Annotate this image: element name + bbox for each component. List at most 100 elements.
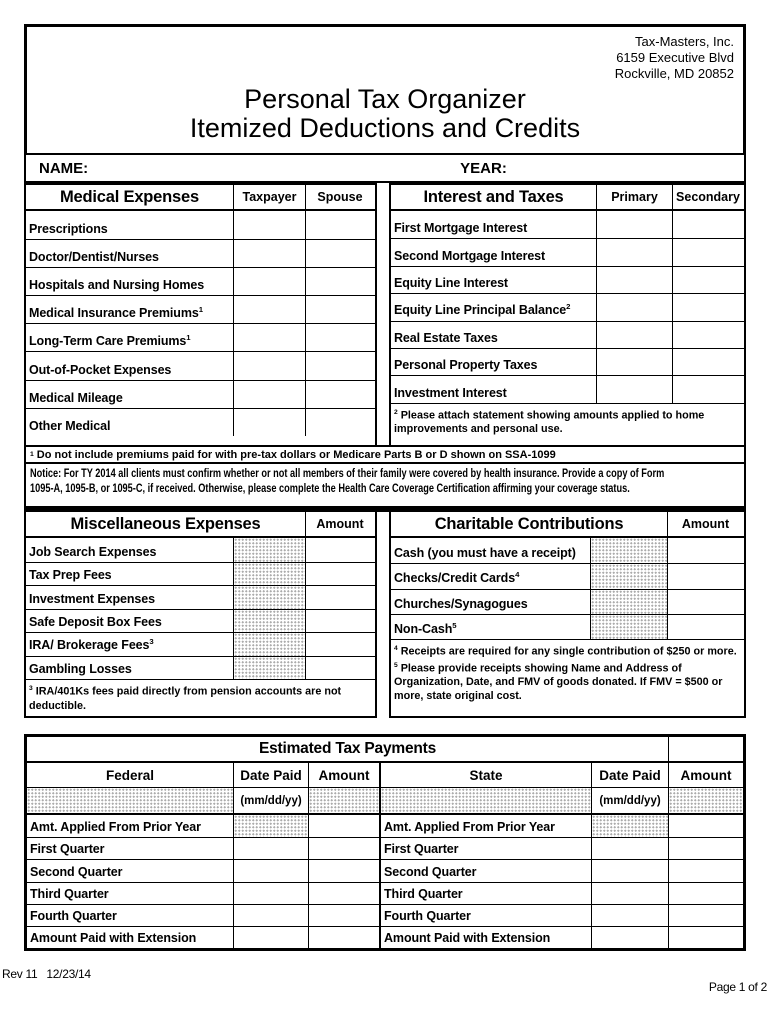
revision-note: Rev 11 12/23/14 (2, 967, 91, 981)
date-paid-input-cell[interactable] (233, 926, 308, 949)
amount-input-cell[interactable] (668, 815, 743, 838)
shaded-cell (308, 788, 379, 813)
misc-footnotes: 3 IRA/401Ks fees paid directly from pensi… (26, 679, 375, 713)
spouse-input-cell[interactable] (305, 352, 374, 380)
amount-input-cell[interactable] (305, 656, 374, 679)
amount-input-cell[interactable] (308, 904, 379, 926)
row-label-text: Second Quarter (384, 864, 477, 879)
charitable-rows: Cash (you must have a receipt) Checks/Cre… (391, 538, 744, 640)
amount-input-cell[interactable] (305, 586, 374, 609)
row-label-text: Second Mortgage Interest (394, 248, 546, 263)
amount-column-header: Amount (667, 512, 743, 536)
shaded-cell (668, 788, 743, 813)
secondary-input-cell[interactable] (672, 348, 743, 376)
row-label: Second Quarter (27, 860, 233, 881)
shaded-cell (379, 788, 591, 813)
taxpayer-input-cell[interactable] (233, 268, 305, 296)
amount-input-cell[interactable] (305, 538, 374, 562)
secondary-column-header: Secondary (672, 185, 743, 209)
amount-input-cell[interactable] (308, 860, 379, 882)
amount-input-cell[interactable] (667, 589, 743, 614)
interest-section-title: Interest and Taxes (423, 187, 564, 206)
secondary-input-cell[interactable] (672, 321, 743, 348)
amount-input-cell[interactable] (305, 562, 374, 585)
primary-input-cell[interactable] (596, 294, 672, 321)
table-footnote: 3 IRA/401Ks fees paid directly from pensi… (29, 685, 342, 712)
amount-input-cell[interactable] (668, 860, 743, 882)
row-label-text: Investment Expenses (29, 591, 155, 606)
spouse-input-cell[interactable] (305, 240, 374, 268)
amount-input-cell[interactable] (668, 904, 743, 926)
form-title-line1: Personal Tax Organizer (244, 84, 526, 114)
shaded-cell (233, 656, 305, 679)
secondary-input-cell[interactable] (672, 266, 743, 294)
primary-input-cell[interactable] (596, 239, 672, 266)
date-paid-input-cell[interactable] (591, 838, 668, 860)
date-paid-input-cell[interactable] (233, 838, 308, 860)
table-row: Doctor/Dentist/Nurses (26, 239, 375, 268)
taxpayer-input-cell[interactable] (233, 324, 305, 352)
amount-input-cell[interactable] (668, 838, 743, 860)
shaded-cell (233, 609, 305, 632)
company-address-line1: 6159 Executive Blvd (616, 50, 734, 65)
estimated-column-headers: Federal Date Paid Amount State Date Paid… (27, 763, 743, 788)
amount-input-cell[interactable] (668, 882, 743, 904)
primary-input-cell[interactable] (596, 211, 672, 239)
date-paid-input-cell[interactable] (591, 904, 668, 926)
row-label-text: Checks/Credit Cards4 (394, 570, 520, 586)
amount-input-cell[interactable] (305, 609, 374, 632)
estimated-subheader-row: (mm/dd/yy) (mm/dd/yy) (27, 788, 743, 815)
date-paid-input-cell[interactable] (591, 860, 668, 882)
date-paid-input-cell[interactable] (591, 882, 668, 904)
amount-input-cell[interactable] (667, 538, 743, 564)
secondary-input-cell[interactable] (672, 239, 743, 266)
spouse-input-cell[interactable] (305, 380, 374, 408)
spouse-input-cell[interactable] (305, 324, 374, 352)
secondary-input-cell[interactable] (672, 376, 743, 403)
primary-input-cell[interactable] (596, 266, 672, 294)
row-label-text: First Quarter (384, 842, 459, 857)
amount-input-cell[interactable] (308, 926, 379, 949)
amount-input-cell[interactable] (667, 564, 743, 589)
year-input-area[interactable] (507, 155, 744, 181)
name-input-area[interactable] (88, 155, 460, 181)
row-label-text: Amt. Applied From Prior Year (30, 820, 201, 835)
taxpayer-input-cell[interactable] (233, 352, 305, 380)
amount-input-cell[interactable] (308, 882, 379, 904)
misc-section-title: Miscellaneous Expenses (70, 514, 261, 533)
federal-column-header: Federal (105, 767, 155, 783)
footnote-marker: 2 (566, 302, 571, 312)
amount-input-cell[interactable] (667, 614, 743, 640)
secondary-input-cell[interactable] (672, 211, 743, 239)
secondary-input-cell[interactable] (672, 294, 743, 321)
taxpayer-input-cell[interactable] (233, 240, 305, 268)
taxpayer-input-cell[interactable] (233, 296, 305, 324)
taxpayer-input-cell[interactable] (233, 380, 305, 408)
spouse-input-cell[interactable] (305, 296, 374, 324)
row-label: Medical Insurance Premiums1 (26, 296, 233, 323)
table-footnote: 4 Receipts are required for any single co… (394, 645, 737, 658)
date-paid-input-cell[interactable] (233, 882, 308, 904)
table-row: Personal Property Taxes (391, 347, 744, 376)
spouse-input-cell[interactable] (305, 211, 374, 240)
amount-input-cell[interactable] (308, 815, 379, 838)
date-paid-input-cell[interactable] (591, 926, 668, 949)
date-paid-column-header: Date Paid (591, 763, 668, 787)
page-number: Page 1 of 2 (708, 980, 767, 994)
table-row: Investment Expenses (26, 585, 375, 609)
notice-line1: Notice: For TY 2014 all clients must con… (30, 468, 665, 480)
primary-input-cell[interactable] (596, 376, 672, 403)
spouse-input-cell[interactable] (305, 408, 374, 436)
primary-input-cell[interactable] (596, 321, 672, 348)
table-row: Medical Mileage (26, 379, 375, 408)
primary-input-cell[interactable] (596, 348, 672, 376)
estimated-rows: Amt. Applied From Prior Year Amt. Applied… (27, 815, 743, 949)
date-paid-input-cell[interactable] (233, 904, 308, 926)
amount-input-cell[interactable] (305, 633, 374, 656)
taxpayer-input-cell[interactable] (233, 408, 305, 436)
spouse-input-cell[interactable] (305, 268, 374, 296)
taxpayer-input-cell[interactable] (233, 211, 305, 240)
amount-input-cell[interactable] (308, 838, 379, 860)
amount-input-cell[interactable] (668, 926, 743, 949)
date-paid-input-cell[interactable] (233, 860, 308, 882)
